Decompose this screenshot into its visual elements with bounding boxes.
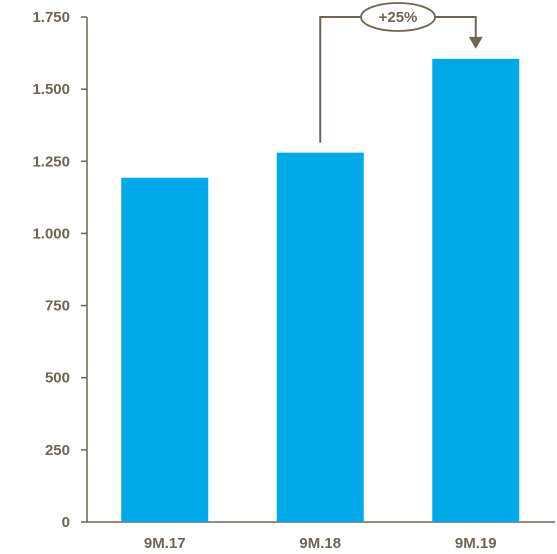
y-tick-label: 500: [45, 370, 70, 387]
y-tick-label: 250: [45, 442, 70, 459]
y-tick-label: 0: [62, 514, 70, 531]
y-tick-label: 1.750: [32, 9, 70, 26]
bar-9m-19: [432, 58, 520, 522]
growth-annotation: +25%: [319, 2, 483, 143]
bar-9m-17: [121, 177, 209, 522]
y-tick-label: 1.250: [32, 153, 70, 170]
x-tick-label: 9M.18: [299, 535, 341, 552]
bar-9m-18: [276, 152, 364, 522]
growth-badge: [360, 2, 436, 32]
y-axis: 0 250 500 750 1.000 1.250 1.500 1.750: [32, 9, 88, 531]
growth-label: +25%: [379, 9, 418, 26]
x-tick-label: 9M.19: [455, 535, 497, 552]
x-axis: 9M.17 9M.18 9M.19: [87, 521, 555, 552]
x-tick-label: 9M.17: [144, 535, 186, 552]
y-tick-label: 1.000: [32, 225, 70, 242]
arrow-down-icon: [468, 36, 483, 49]
bars: [121, 58, 520, 522]
y-tick-label: 750: [45, 298, 70, 315]
y-tick-label: 1.500: [32, 81, 70, 98]
